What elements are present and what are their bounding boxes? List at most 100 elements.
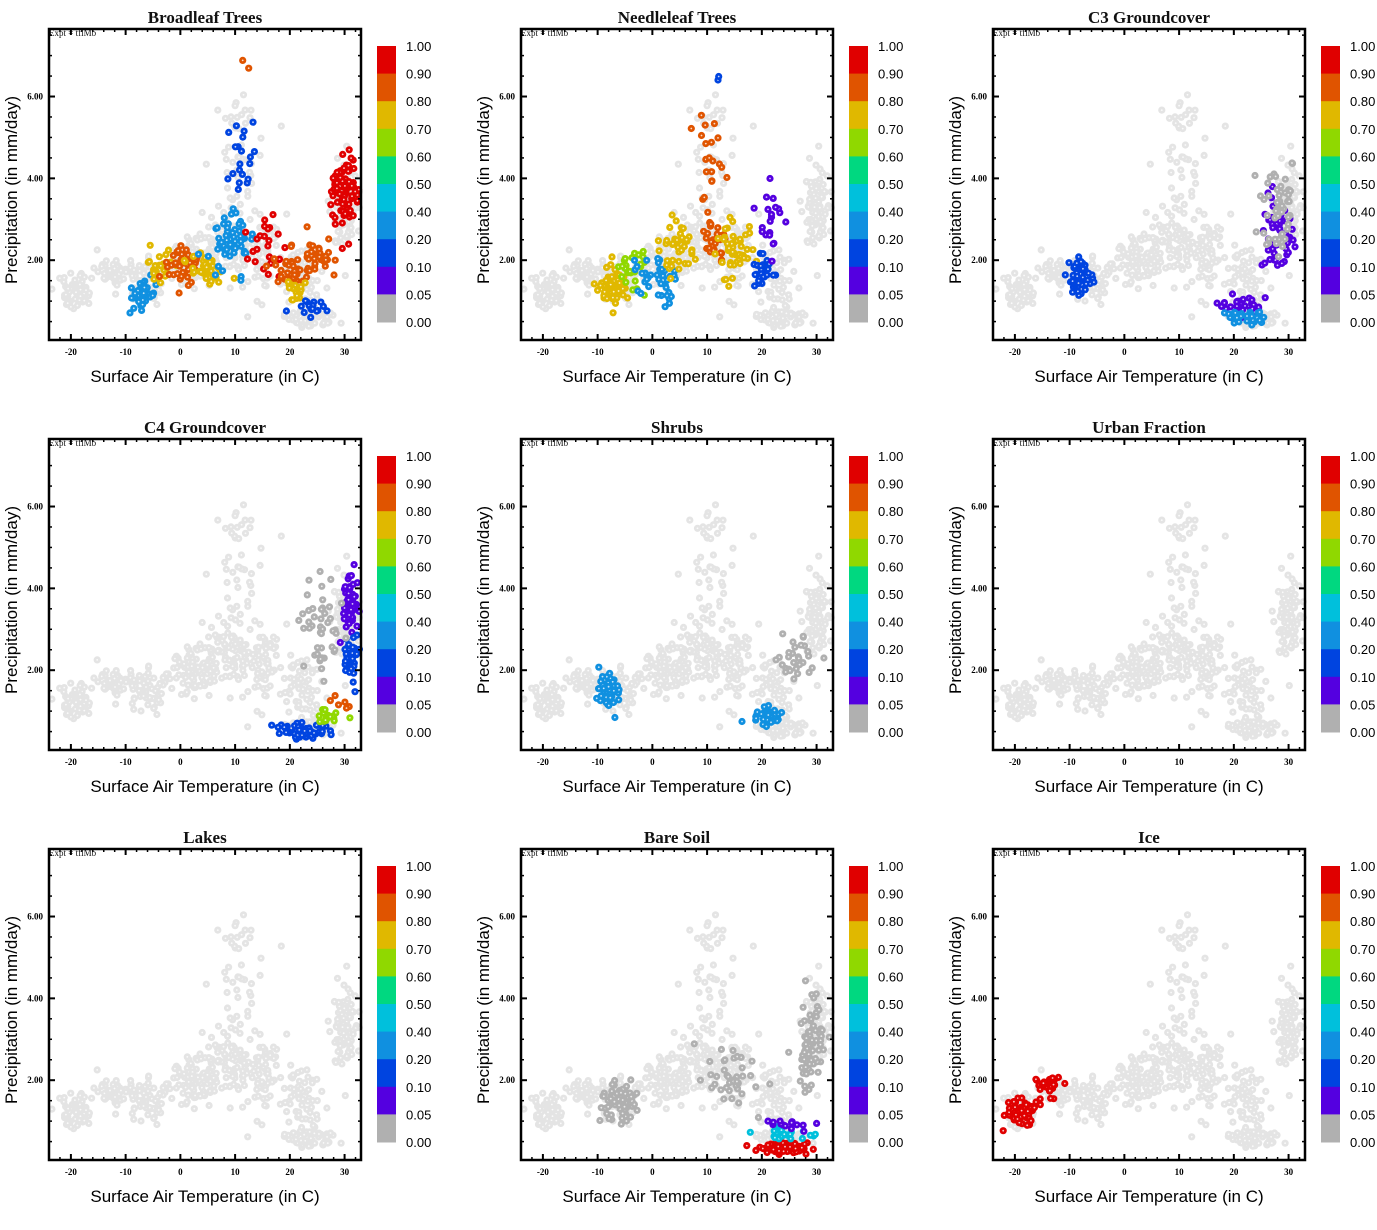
background-point-center	[815, 212, 817, 214]
data-point-center	[642, 256, 644, 258]
data-point-center	[711, 171, 713, 173]
background-point-center	[208, 237, 210, 239]
data-point-center	[758, 280, 760, 282]
data-point-center	[716, 233, 718, 235]
data-point-center	[218, 281, 220, 283]
data-point-center	[185, 249, 187, 251]
data-point-center	[277, 281, 279, 283]
data-point-center	[306, 226, 308, 228]
x-tick-label: 30	[340, 347, 350, 357]
data-point-center	[205, 278, 207, 280]
data-point-center	[153, 273, 155, 275]
background-point-center	[776, 262, 778, 264]
data-point-center	[237, 189, 239, 191]
background-point-center	[535, 277, 537, 279]
background-point-center	[77, 305, 79, 307]
data-point-center	[348, 165, 350, 167]
data-point-center	[313, 258, 315, 260]
data-point-center	[675, 220, 677, 222]
data-point-center	[707, 211, 709, 213]
data-point-center	[703, 230, 705, 232]
data-point-center	[250, 156, 252, 158]
data-point-center	[772, 198, 774, 200]
background-point-center	[801, 211, 803, 213]
background-point-center	[752, 125, 754, 127]
background-point-center	[778, 249, 780, 251]
background-point-center	[223, 212, 225, 214]
background-point-center	[711, 204, 713, 206]
points-layer	[520, 73, 835, 331]
colorbar-label: 0.90	[878, 67, 903, 82]
data-point-center	[328, 238, 330, 240]
background-point-center	[337, 231, 339, 233]
background-point-center	[715, 94, 717, 96]
background-point-center	[1021, 305, 1023, 307]
background-point-center	[70, 272, 72, 274]
data-point-center	[606, 298, 608, 300]
background-point-center	[756, 313, 758, 315]
data-point-center	[159, 256, 161, 258]
background-point-center	[1138, 275, 1140, 277]
background-point-center	[799, 322, 801, 324]
colorbar-label: 0.90	[406, 67, 431, 82]
background-point-center	[1127, 253, 1129, 255]
data-point-center	[611, 276, 613, 278]
data-point-center	[669, 302, 671, 304]
background-point-center	[84, 276, 86, 278]
data-point-center	[280, 270, 282, 272]
data-point-center	[242, 60, 244, 62]
data-point-center	[200, 271, 202, 273]
background-point-center	[80, 295, 82, 297]
data-point-center	[310, 317, 312, 319]
data-point-center	[234, 240, 236, 242]
data-point-center	[279, 258, 281, 260]
background-point-center	[193, 288, 195, 290]
data-point-center	[142, 304, 144, 306]
data-point-center	[254, 151, 256, 153]
data-point-center	[152, 295, 154, 297]
data-point-center	[767, 268, 769, 270]
data-point-center	[666, 295, 668, 297]
colorbar-bin	[377, 156, 396, 184]
background-point-center	[758, 291, 760, 293]
background-point-center	[721, 171, 723, 173]
data-point-center	[266, 265, 268, 267]
data-point-center	[242, 224, 244, 226]
data-point-center	[658, 278, 660, 280]
background-point-center	[306, 288, 308, 290]
background-point-center	[211, 217, 213, 219]
background-point-center	[115, 260, 117, 262]
colorbar-bin	[849, 46, 868, 74]
background-point-center	[74, 298, 76, 300]
background-point-center	[1028, 276, 1030, 278]
background-point-center	[700, 250, 702, 252]
data-point-center	[347, 170, 349, 172]
background-point-center	[575, 277, 577, 279]
data-point-center	[242, 174, 244, 176]
data-point-center	[133, 307, 135, 309]
data-point-center	[728, 285, 730, 287]
background-point-center	[798, 287, 800, 289]
data-point-center	[228, 132, 230, 134]
background-point-center	[815, 188, 817, 190]
background-point-center	[1100, 304, 1102, 306]
data-point-center	[304, 282, 306, 284]
data-point-center	[284, 247, 286, 249]
data-point-center	[181, 275, 183, 277]
data-point-center	[312, 308, 314, 310]
background-point-center	[1018, 298, 1020, 300]
data-point-center	[149, 261, 151, 263]
data-point-center	[294, 274, 296, 276]
data-point-center	[224, 253, 226, 255]
background-point-center	[809, 157, 811, 159]
data-point-center	[173, 255, 175, 257]
data-point-center	[717, 137, 719, 139]
data-point-center	[222, 270, 224, 272]
colorbar-label: 0.70	[406, 122, 431, 137]
background-point-center	[237, 177, 239, 179]
background-point-center	[561, 292, 563, 294]
background-point-center	[597, 271, 599, 273]
data-point-center	[593, 283, 595, 285]
data-point-center	[314, 263, 316, 265]
background-point-center	[269, 234, 271, 236]
